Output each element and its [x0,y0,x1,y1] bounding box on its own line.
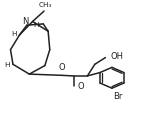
Text: Br: Br [114,92,123,102]
Text: CH₃: CH₃ [38,2,51,8]
Text: H: H [33,22,38,28]
Text: O: O [77,82,84,91]
Text: OH: OH [111,52,124,61]
Text: H: H [11,31,16,37]
Text: O: O [59,63,65,72]
Text: N: N [22,17,29,26]
Text: H: H [4,62,9,68]
